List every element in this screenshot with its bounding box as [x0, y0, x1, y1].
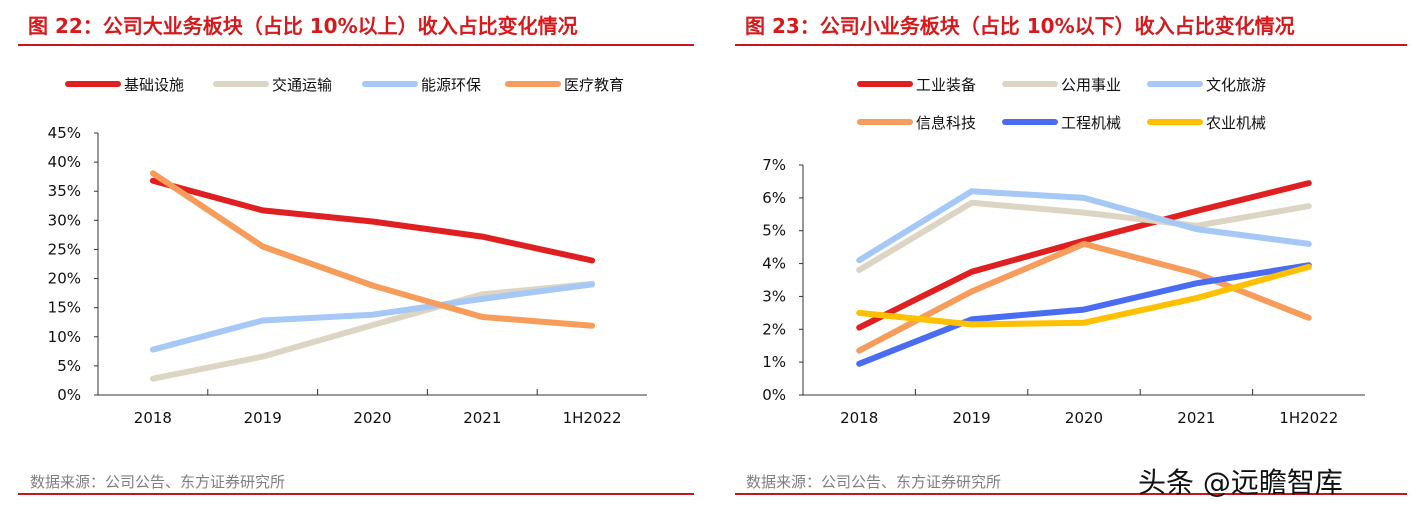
y-tick-label: 2% [762, 320, 786, 338]
y-tick-label: 35% [48, 182, 81, 200]
x-tick-label: 1H2022 [563, 409, 622, 427]
y-tick-label: 6% [762, 189, 786, 207]
x-tick-label: 2021 [1177, 409, 1215, 427]
series-line-2 [149, 281, 596, 353]
y-tick-label: 45% [48, 124, 81, 142]
left-chart-title: 图 22：公司大业务板块（占比 10%以上）收入占比变化情况 [28, 14, 578, 38]
legend-label: 信息科技 [916, 114, 976, 132]
series-line-2 [856, 188, 1312, 264]
x-tick-label: 2021 [463, 409, 501, 427]
legend-label: 公用事业 [1061, 76, 1121, 94]
y-tick-label: 20% [48, 270, 81, 288]
series-line-5 [856, 263, 1312, 328]
right-source-note: 数据来源：公司公告、东方证券研究所 [746, 473, 1002, 491]
legend-label: 文化旅游 [1206, 76, 1266, 94]
legend-label: 医疗教育 [564, 76, 624, 94]
x-tick-label: 2019 [244, 409, 282, 427]
x-tick-label: 2020 [353, 409, 391, 427]
legend-label: 工业装备 [916, 76, 976, 94]
y-tick-label: 5% [762, 222, 786, 240]
series-line-3 [149, 170, 596, 329]
x-tick-label: 2019 [953, 409, 991, 427]
legend-label: 工程机械 [1061, 114, 1121, 132]
series-line-1 [149, 280, 596, 382]
legend-label: 农业机械 [1206, 114, 1266, 132]
legend-label: 基础设施 [124, 76, 184, 94]
right-chart-title: 图 23：公司小业务板块（占比 10%以下）收入占比变化情况 [745, 14, 1295, 38]
x-tick-label: 2018 [134, 409, 172, 427]
right-line-chart: 0% 1% 2% 3% 4% 5% 6% 7% 2018 2019 2020 2021 1H2022 工业… [762, 76, 1365, 427]
x-tick-label: 2020 [1065, 409, 1103, 427]
x-tick-label: 1H2022 [1279, 409, 1338, 427]
series-line-0 [856, 180, 1312, 331]
y-tick-label: 7% [762, 156, 786, 174]
series-line-4 [856, 262, 1312, 367]
left-line-chart: 0% 5% 10% 15% 20% 25% 30% 35% 40% 45% 2018 2019 2020… [48, 76, 647, 427]
y-tick-label: 0% [762, 386, 786, 404]
right-bottom-divider [735, 493, 1407, 495]
legend-label: 交通运输 [272, 76, 332, 94]
y-tick-label: 4% [762, 255, 786, 273]
y-tick-label: 30% [48, 211, 81, 229]
y-tick-label: 5% [57, 357, 81, 375]
series-line-1 [856, 199, 1312, 274]
y-tick-label: 1% [762, 353, 786, 371]
y-tick-label: 3% [762, 287, 786, 305]
left-source-note: 数据来源：公司公告、东方证券研究所 [30, 473, 286, 491]
series-line-0 [149, 177, 596, 264]
right-title-divider [735, 44, 1407, 46]
y-tick-label: 0% [57, 386, 81, 404]
legend-label: 能源环保 [421, 76, 481, 94]
y-tick-label: 10% [48, 328, 81, 346]
left-title-divider [18, 44, 694, 46]
x-tick-label: 2018 [840, 409, 878, 427]
watermark: 头条 @远瞻智库 [1138, 466, 1343, 499]
y-tick-label: 15% [48, 299, 81, 317]
left-bottom-divider [18, 493, 694, 495]
y-tick-label: 40% [48, 153, 81, 171]
y-tick-label: 25% [48, 240, 81, 258]
